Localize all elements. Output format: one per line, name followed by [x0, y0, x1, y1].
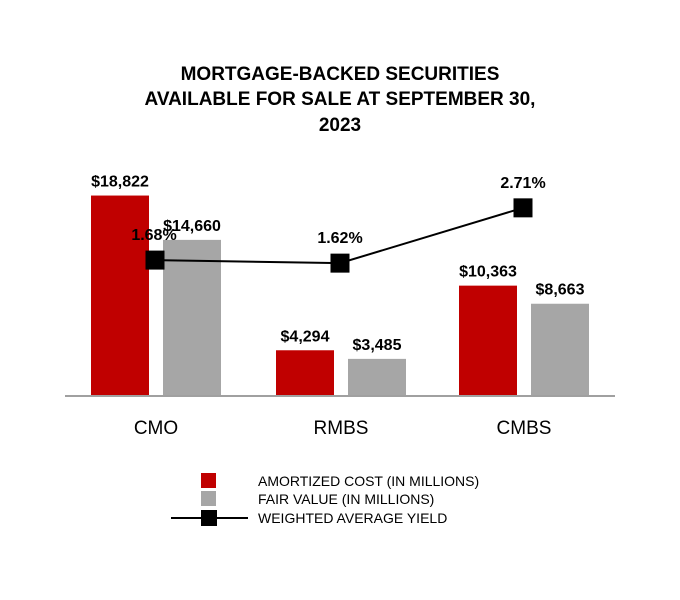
- bar-cmo-series-2: [163, 239, 221, 396]
- yield-label: 2.71%: [500, 175, 545, 192]
- yield-marker: [330, 253, 350, 273]
- data-label: $8,663: [536, 282, 585, 299]
- data-label: $3,485: [353, 337, 402, 354]
- legend-swatch-2: [201, 491, 216, 506]
- bar-cmbs-series-2: [531, 303, 589, 396]
- legend-label: WEIGHTED AVERAGE YIELD: [258, 510, 447, 526]
- bar-rmbs-series-2: [348, 358, 406, 396]
- chart-title-line-2: AVAILABLE FOR SALE AT SEPTEMBER 30,: [144, 89, 536, 110]
- data-label: $18,822: [91, 174, 149, 191]
- legend-label: FAIR VALUE (IN MILLIONS): [258, 491, 434, 507]
- yield-marker: [513, 198, 533, 218]
- bar-cmbs-series-1: [459, 285, 517, 396]
- x-tick-label: CMBS: [497, 418, 552, 439]
- legend-label: AMORTIZED COST (IN MILLIONS): [258, 473, 479, 489]
- legend-swatch-1: [201, 473, 216, 488]
- bar-rmbs-series-1: [276, 350, 334, 396]
- yield-label: 1.68%: [131, 227, 176, 244]
- chart-title-line-1: MORTGAGE-BACKED SECURITIES: [180, 64, 500, 85]
- data-label: $14,660: [163, 218, 221, 235]
- data-label: $10,363: [459, 264, 517, 281]
- yield-label: 1.62%: [317, 230, 362, 247]
- chart-title-line-3: 2023: [318, 115, 362, 136]
- x-tick-label: CMO: [134, 418, 178, 439]
- bar-cmo-series-1: [91, 195, 149, 396]
- yield-marker: [145, 250, 165, 270]
- x-tick-label: RMBS: [314, 418, 369, 439]
- data-label: $4,294: [281, 328, 330, 345]
- legend-marker-swatch: [201, 510, 217, 526]
